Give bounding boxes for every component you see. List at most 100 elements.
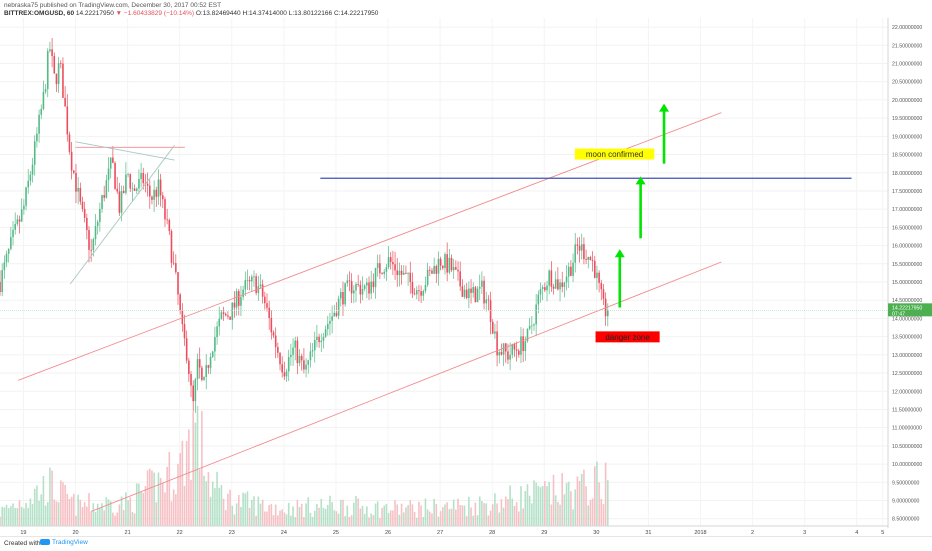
candle-body [509, 354, 511, 360]
candle-body [513, 344, 516, 350]
volume-bar [550, 504, 553, 526]
volume-bar [277, 515, 279, 526]
volume-bar [38, 500, 40, 526]
candle-body [335, 312, 338, 316]
candle-body [162, 195, 164, 200]
candle-body [411, 282, 414, 294]
volume-bar [183, 485, 186, 526]
volume-bar [90, 511, 92, 526]
candle-body [57, 63, 60, 85]
volume-bar [561, 473, 564, 526]
price-axis-label: 14.50000000 [892, 298, 922, 304]
volume-bar [3, 507, 6, 526]
candle-body [31, 164, 34, 175]
volume-bar [570, 491, 572, 526]
arrows [614, 103, 670, 308]
candles [0, 37, 609, 413]
candle-body [318, 336, 320, 343]
volume-bar [372, 515, 375, 526]
candle-body [457, 269, 459, 272]
volume-bar [73, 493, 75, 526]
volume-bar [268, 505, 270, 526]
candle-body [444, 254, 446, 269]
tradingview-logo[interactable]: TradingView [40, 539, 88, 546]
candle-body [259, 284, 262, 287]
candle-body [10, 237, 12, 249]
volume-bar [257, 496, 260, 526]
candle-body [541, 287, 544, 289]
candle-body [593, 260, 596, 278]
volume-bar [240, 506, 242, 526]
candle-body [138, 179, 140, 189]
candle-body [359, 284, 362, 295]
candle-body [12, 229, 14, 238]
candle-body [209, 356, 212, 368]
volume-bar [587, 505, 590, 526]
symbol-label[interactable]: BITTREX:OMGUSD, 60 [4, 10, 75, 17]
candle-body [350, 281, 353, 294]
candle-body [64, 97, 66, 107]
volume-bar [64, 484, 66, 526]
candle-body [305, 364, 307, 370]
candle-body [565, 276, 568, 283]
volume-bar [344, 516, 346, 526]
volume-bar [172, 489, 175, 526]
candle-body [322, 336, 325, 341]
volume-bar [474, 502, 477, 526]
volume-bar [361, 505, 364, 526]
volume-bar [426, 509, 429, 526]
time-axis[interactable]: 19 20 21 22 23 24 25 26 27 28 29 30 31 2018 2 3 4 5 [0, 525, 888, 536]
volume-bar [255, 515, 257, 526]
candle-body [487, 299, 490, 301]
volume-bar [559, 504, 561, 526]
candle-body [468, 288, 470, 299]
price-axis-label: 9.00000000 [892, 499, 920, 505]
candle-body [363, 285, 366, 289]
candle-body [544, 287, 546, 291]
volume-bar [83, 502, 86, 526]
candle-body [49, 49, 51, 52]
volume-bar [25, 503, 27, 526]
candle-body [554, 279, 557, 289]
time-axis-label: 24 [281, 530, 287, 536]
volume-bar [248, 507, 251, 526]
volume-bar [59, 480, 62, 526]
time-axis-label: 5 [881, 530, 884, 536]
candle-body [374, 268, 377, 288]
volume-bar [155, 502, 158, 526]
volume-bar [244, 493, 247, 526]
candle-body [561, 282, 564, 287]
candle-body [242, 289, 244, 297]
volume-bar [402, 512, 405, 526]
volume-bar [405, 507, 407, 526]
change-value: ▼ −1.60433829 (−10.14%) [115, 10, 195, 17]
candle-body [233, 302, 236, 308]
time-axis-label: 27 [437, 530, 443, 536]
volume-bar [381, 508, 383, 526]
time-axis-label: 23 [229, 530, 235, 536]
volume-bar [604, 462, 607, 526]
candle-body [44, 89, 47, 92]
time-axis-label: 3 [803, 530, 806, 536]
volume-bar [448, 509, 451, 526]
volume-bar [442, 507, 444, 526]
candle-body [129, 174, 132, 189]
price-axis[interactable]: 22.00000000 21.50000000 21.00000000 20.5000… [887, 18, 932, 528]
candle-body [203, 376, 205, 380]
candle-body [70, 151, 73, 171]
candle-body [346, 280, 349, 284]
volume-bar [246, 491, 249, 526]
candle-body [446, 254, 448, 273]
candle-body [442, 265, 444, 269]
volume-bar [133, 513, 136, 526]
volume-bar [42, 475, 45, 526]
candle-body [131, 188, 134, 190]
candle-body [517, 350, 520, 355]
candle-body [435, 266, 438, 274]
volume-bar [300, 503, 303, 526]
moon-confirmed-label-text: moon confirmed [586, 150, 643, 159]
volume-bar [109, 501, 112, 526]
price-axis-label: 21.00000000 [892, 62, 922, 68]
candle-body [1, 270, 3, 293]
